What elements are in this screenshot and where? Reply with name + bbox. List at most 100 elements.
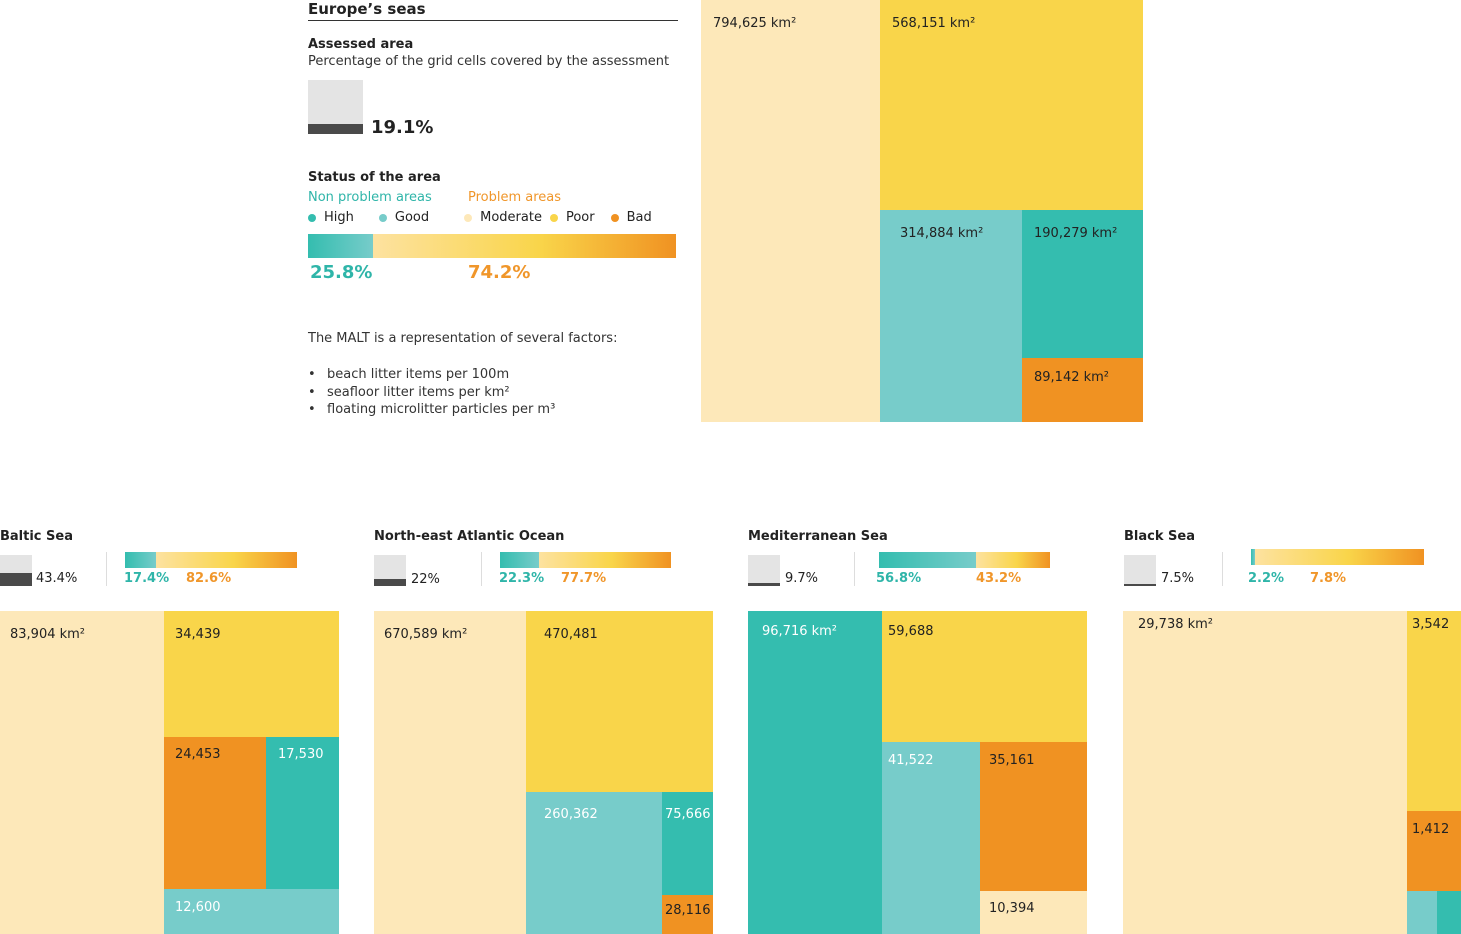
black-sea-assessed-gauge [1124,555,1156,586]
assessed-area-gauge-fill [308,124,363,134]
ne-atlantic-tile-poor: 470,481 [526,611,713,792]
treemap-tile-good: 314,884 km² [880,210,1022,422]
europe-treemap: 794,625 km² 568,151 km² 314,884 km² 190,… [701,0,1143,422]
baltic-tile-poor: 34,439 [164,611,339,737]
ne-atlantic-status-bar [500,552,671,568]
tile-value-label: 17,530 [278,747,324,762]
black-sea-tile-poor: 3,542 [1407,611,1461,811]
legend-moderate-swatch [464,213,473,222]
ne-atlantic-separator [481,552,482,586]
tile-value-label: 28,116 [665,903,711,918]
ne-atlantic-treemap: 670,589 km² 470,481 260,362 75,666 28,11… [374,611,713,934]
tile-value-label: 470,481 [544,627,598,642]
mediterranean-separator [854,552,855,586]
tile-value-label: 190,279 km² [1034,226,1118,241]
mediterranean-tile-poor: 59,688 [882,611,1087,742]
black-sea-bar-problem [1255,549,1424,565]
tile-value-label: 12,600 [175,900,221,915]
black-sea-tile-good [1407,891,1437,934]
baltic-assessed-gauge-fill [0,573,32,586]
ne-atlantic-bar-non-problem [500,552,539,568]
non-problem-areas-label: Non problem areas [308,190,432,205]
tile-value-label: 41,522 [888,753,934,768]
status-title: Status of the area [308,170,441,185]
problem-percentage: 74.2% [468,262,531,283]
legend-poor-label: Poor [565,210,595,225]
title-divider [308,20,678,21]
mediterranean-bar-problem [976,552,1050,568]
black-sea-bar-non-problem [1251,549,1255,565]
tile-value-label: 568,151 km² [892,16,976,31]
baltic-assessed-percentage: 43.4% [36,571,78,586]
baltic-assessed-gauge [0,555,32,586]
mediterranean-non-problem-percentage: 56.8% [876,571,922,586]
ne-atlantic-tile-high: 75,666 [662,792,713,895]
legend-high-label: High [324,210,354,225]
tile-value-label: 10,394 [989,901,1035,916]
tile-value-label: 29,738 km² [1138,617,1214,632]
legend-high-swatch [308,213,316,222]
ne-atlantic-non-problem-percentage: 22.3% [499,571,545,586]
tile-value-label: 34,439 [175,627,221,642]
mediterranean-assessed-gauge-fill [748,583,780,586]
treemap-tile-bad: 89,142 km² [1022,358,1143,422]
legend-good-label: Good [394,210,430,225]
mediterranean-tile-bad: 35,161 [980,742,1087,891]
mediterranean-assessed-gauge [748,555,780,586]
assessed-area-gauge [308,80,363,134]
black-sea-treemap: 29,738 km² 3,542 1,412 [1123,611,1461,934]
problem-areas-label: Problem areas [468,190,562,205]
black-sea-assessed-gauge-fill [1124,584,1156,586]
baltic-bar-problem [156,552,297,568]
baltic-treemap: 83,904 km² 34,439 24,453 17,530 12,600 [0,611,339,934]
mediterranean-status-bar [879,552,1050,568]
baltic-separator [106,552,107,586]
legend-good-swatch [378,213,387,222]
mediterranean-problem-percentage: 43.2% [976,571,1022,586]
ne-atlantic-assessed-gauge-fill [374,579,406,586]
assessed-area-title: Assessed area [308,37,414,52]
baltic-problem-percentage: 82.6% [186,571,232,586]
tile-value-label: 75,666 [665,807,711,822]
region-title-black-sea: Black Sea [1124,529,1195,544]
black-sea-non-problem-percentage: 2.2% [1248,571,1285,586]
mediterranean-tile-moderate: 10,394 [980,891,1087,934]
black-sea-separator [1222,552,1223,586]
status-bar-non-problem [308,234,373,258]
malt-description: The MALT is a representation of several … [308,331,618,346]
status-bar [308,234,676,258]
mediterranean-tile-good: 41,522 [882,742,980,934]
black-sea-tile-high [1437,891,1461,934]
baltic-status-bar [125,552,297,568]
baltic-tile-good: 12,600 [164,889,339,934]
factor-item: • floating microlitter particles per m³ [308,402,556,417]
baltic-tile-moderate: 83,904 km² [0,611,164,934]
black-sea-tile-moderate: 29,738 km² [1123,611,1407,934]
ne-atlantic-problem-percentage: 77.7% [561,571,607,586]
assessed-area-percentage: 19.1% [371,117,434,138]
ne-atlantic-tile-moderate: 670,589 km² [374,611,526,934]
treemap-tile-moderate: 794,625 km² [701,0,880,422]
treemap-tile-poor: 568,151 km² [880,0,1143,210]
legend: High Good Moderate Poor Bad [308,210,652,225]
ne-atlantic-tile-bad: 28,116 [662,895,713,934]
baltic-bar-non-problem [125,552,156,568]
tile-value-label: 1,412 [1412,822,1450,837]
mediterranean-tile-high: 96,716 km² [748,611,882,934]
tile-value-label: 89,142 km² [1034,370,1110,385]
region-title-baltic: Baltic Sea [0,529,73,544]
black-sea-problem-percentage: 7.8% [1310,571,1347,586]
tile-value-label: 59,688 [888,624,934,639]
ne-atlantic-tile-good: 260,362 [526,792,662,934]
tile-value-label: 96,716 km² [762,624,838,639]
factor-item: • seafloor litter items per km² [308,384,510,400]
tile-value-label: 24,453 [175,747,221,762]
tile-value-label: 794,625 km² [713,16,797,31]
tile-value-label: 35,161 [989,753,1035,768]
legend-moderate-label: Moderate [480,210,542,225]
tile-value-label: 314,884 km² [900,226,984,241]
assessed-area-subtitle: Percentage of the grid cells covered by … [308,54,670,69]
legend-bad-swatch [610,213,619,222]
treemap-tile-high: 190,279 km² [1022,210,1143,358]
baltic-tile-high: 17,530 [266,737,339,889]
